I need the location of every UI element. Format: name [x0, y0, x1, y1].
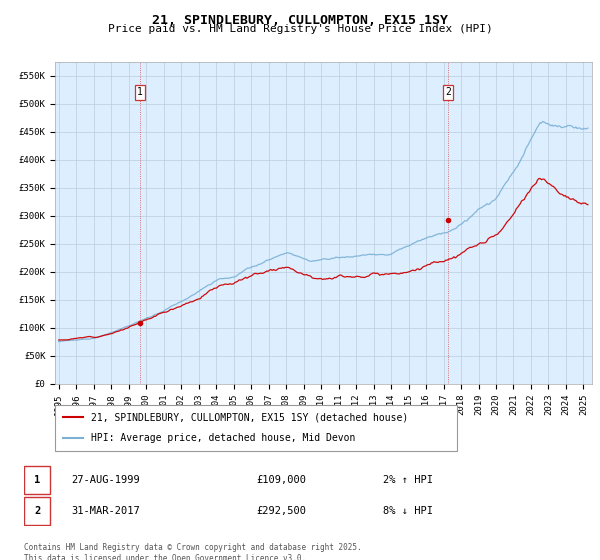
- Text: 2: 2: [34, 506, 40, 516]
- Text: 21, SPINDLEBURY, CULLOMPTON, EX15 1SY (detached house): 21, SPINDLEBURY, CULLOMPTON, EX15 1SY (d…: [91, 412, 409, 422]
- Text: 2: 2: [445, 87, 451, 97]
- FancyBboxPatch shape: [55, 405, 457, 451]
- FancyBboxPatch shape: [24, 466, 50, 494]
- Text: Price paid vs. HM Land Registry's House Price Index (HPI): Price paid vs. HM Land Registry's House …: [107, 24, 493, 34]
- Text: £292,500: £292,500: [256, 506, 306, 516]
- Text: 27-AUG-1999: 27-AUG-1999: [71, 475, 140, 485]
- Text: 31-MAR-2017: 31-MAR-2017: [71, 506, 140, 516]
- Text: £109,000: £109,000: [256, 475, 306, 485]
- Text: 1: 1: [34, 475, 40, 485]
- FancyBboxPatch shape: [24, 497, 50, 525]
- Text: HPI: Average price, detached house, Mid Devon: HPI: Average price, detached house, Mid …: [91, 433, 356, 444]
- Text: 1: 1: [137, 87, 143, 97]
- Text: 21, SPINDLEBURY, CULLOMPTON, EX15 1SY: 21, SPINDLEBURY, CULLOMPTON, EX15 1SY: [152, 14, 448, 27]
- Text: 8% ↓ HPI: 8% ↓ HPI: [383, 506, 433, 516]
- Text: Contains HM Land Registry data © Crown copyright and database right 2025.
This d: Contains HM Land Registry data © Crown c…: [24, 543, 362, 560]
- Text: 2% ↑ HPI: 2% ↑ HPI: [383, 475, 433, 485]
